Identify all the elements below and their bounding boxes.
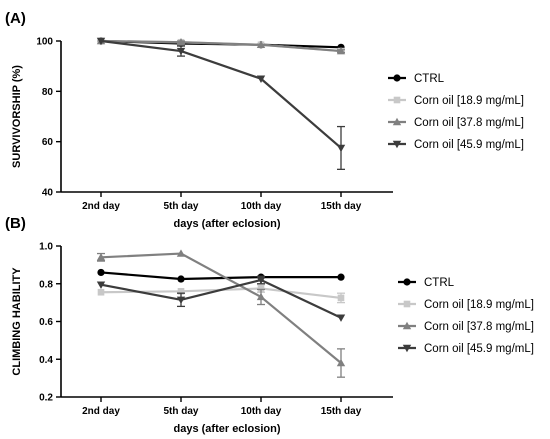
- legend-label: Corn oil [45.9 mg/mL]: [424, 343, 534, 355]
- data-point: [256, 292, 266, 301]
- series-1: [97, 268, 345, 283]
- legend-swatch-marker: [392, 117, 402, 126]
- x-axis-title: days (after eclosion): [174, 423, 281, 435]
- legend-swatch-marker: [402, 344, 412, 353]
- y-tick-label: 0.4: [39, 355, 53, 366]
- x-tick-label: 10th day: [241, 406, 282, 417]
- data-point: [256, 40, 266, 48]
- y-tick-label: 60: [42, 137, 54, 148]
- y-tick-label: 100: [36, 37, 53, 48]
- data-point: [97, 288, 105, 296]
- data-point: [337, 294, 345, 302]
- legend-swatch-marker: [393, 96, 401, 104]
- data-point: [336, 358, 346, 367]
- series-4: [96, 37, 346, 171]
- data-point: [337, 273, 345, 281]
- legend-item: Corn oil [37.8 mg/mL]: [388, 117, 524, 129]
- x-tick-label: 10th day: [241, 201, 282, 212]
- legend-item: Corn oil [18.9 mg/mL]: [388, 95, 524, 107]
- legend-label: Corn oil [37.8 mg/mL]: [424, 321, 534, 333]
- series-line: [100, 278, 342, 319]
- series-line: [100, 39, 342, 149]
- legend-label: Corn oil [45.9 mg/mL]: [414, 139, 524, 151]
- legend-label: CTRL: [424, 277, 455, 289]
- data-point: [96, 37, 106, 46]
- legend-item: CTRL: [398, 277, 455, 289]
- data-point: [177, 288, 185, 295]
- series-line: [100, 271, 341, 281]
- data-point: [176, 249, 186, 257]
- x-tick-label: 15th day: [321, 201, 362, 212]
- legend: CTRL Corn oil [18.9 mg/mL] Corn oil [37.8 …: [398, 277, 534, 355]
- series-3: [96, 249, 346, 378]
- legend-swatch-marker: [403, 300, 411, 308]
- y-tick-label: 80: [42, 87, 54, 98]
- data-point: [176, 296, 186, 304]
- legend-label: Corn oil [37.8 mg/mL]: [414, 117, 524, 129]
- legend-item: Corn oil [18.9 mg/mL]: [398, 299, 534, 311]
- x-tick-label: 5th day: [163, 406, 198, 417]
- x-tick-label: 5th day: [163, 201, 198, 212]
- legend-swatch-marker: [392, 140, 402, 149]
- legend-item: CTRL: [388, 73, 445, 85]
- y-axis-title: SURVIVORSHIP (%): [11, 65, 23, 168]
- legend: CTRL Corn oil [18.9 mg/mL] Corn oil [37.8 …: [388, 73, 524, 151]
- legend-swatch-marker: [402, 321, 412, 330]
- x-tick-label: 15th day: [321, 406, 362, 417]
- legend-item: Corn oil [45.9 mg/mL]: [388, 139, 524, 151]
- legend-label: Corn oil [18.9 mg/mL]: [424, 299, 534, 311]
- data-point: [256, 276, 266, 285]
- x-axis-title: days (after eclosion): [174, 218, 281, 230]
- panel-label: (A): [5, 10, 26, 27]
- data-point: [96, 281, 106, 289]
- y-axis-title: CLIMBING HABILITY: [11, 267, 23, 376]
- data-point: [336, 144, 346, 153]
- data-point: [176, 38, 186, 46]
- chart-panel-a: (A) 40 60 80 100 2nd day 5th day 10th day 15th d…: [5, 10, 524, 230]
- data-point: [96, 253, 106, 261]
- data-point: [336, 46, 346, 55]
- x-tick-label: 2nd day: [82, 201, 120, 212]
- legend-item: Corn oil [45.9 mg/mL]: [398, 343, 534, 355]
- legend-label: Corn oil [18.9 mg/mL]: [414, 95, 524, 107]
- data-point: [336, 314, 346, 322]
- legend-swatch-marker: [403, 278, 411, 286]
- series-4: [96, 275, 346, 322]
- y-tick-label: 0.6: [39, 317, 53, 328]
- series-line: [100, 39, 342, 53]
- legend-item: Corn oil [37.8 mg/mL]: [398, 321, 534, 333]
- series-2: [97, 284, 345, 304]
- data-point: [256, 75, 266, 83]
- y-tick-label: 0.8: [39, 279, 53, 290]
- chart-panel-b: (B) 0.2 0.4 0.6 0.8 1.0 2nd day 5th day 10th day…: [5, 215, 534, 435]
- data-point: [177, 275, 185, 283]
- data-point: [176, 47, 186, 56]
- data-point: [97, 268, 105, 277]
- y-tick-label: 40: [42, 188, 54, 199]
- data-point: [257, 285, 265, 292]
- panel-label: (B): [5, 215, 26, 232]
- series-line: [100, 252, 342, 364]
- y-tick-label: 1.0: [39, 242, 53, 253]
- legend-swatch-marker: [393, 74, 401, 82]
- legend-label: CTRL: [414, 73, 445, 85]
- x-tick-label: 2nd day: [82, 406, 120, 417]
- y-tick-label: 0.2: [39, 393, 53, 404]
